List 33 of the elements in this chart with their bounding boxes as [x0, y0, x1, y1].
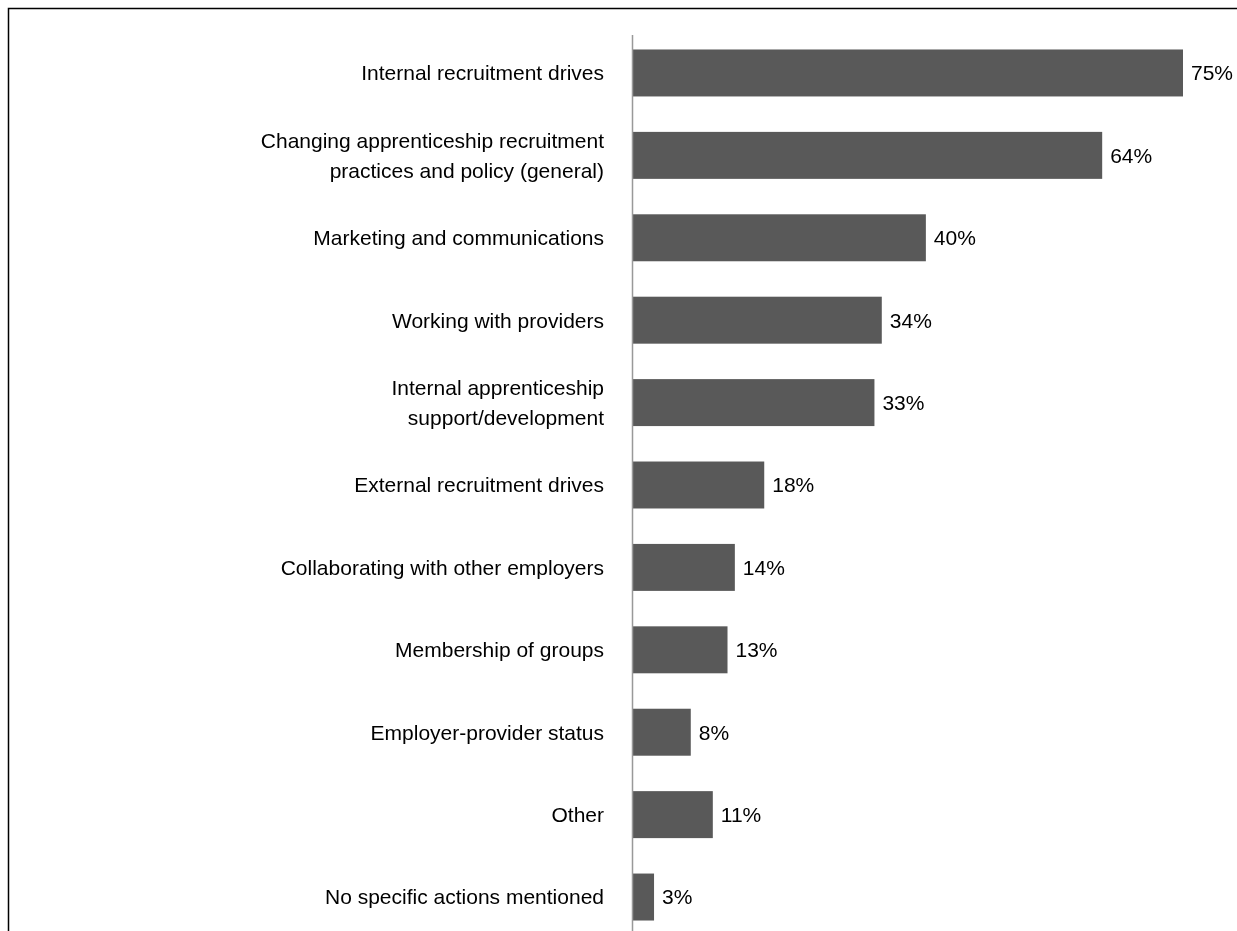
bar [632, 873, 655, 921]
data-label: 40% [933, 226, 976, 250]
y-tick-label: Changing apprenticeship recruitment practices and policy (general) [260, 128, 605, 182]
y-tick-label: Internal recruitment drives [361, 61, 604, 85]
y-tick-label: Membership of groups [395, 638, 604, 662]
data-label: 11% [720, 802, 762, 826]
y-tick-label: Marketing and communications [313, 226, 604, 250]
y-tick-label: Working with providers [391, 308, 604, 332]
bar [632, 131, 1103, 179]
data-label: 3% [662, 885, 693, 909]
bar [632, 296, 882, 344]
bar [632, 379, 875, 427]
bar [632, 461, 765, 509]
bar [632, 214, 926, 262]
data-label: 18% [772, 473, 815, 497]
data-label: 34% [889, 308, 932, 332]
y-tick-label: Other [551, 802, 604, 826]
y-tick-label: No specific actions mentioned [325, 885, 604, 909]
y-tick-label: Collaborating with other employers [280, 555, 604, 579]
data-label: 13% [735, 638, 778, 662]
bar [632, 543, 735, 591]
y-tick-label: External recruitment drives [354, 473, 604, 497]
y-tick-label: Internal apprenticeship support/development [391, 375, 605, 429]
data-label: 75% [1191, 61, 1234, 85]
y-tick-label: Employer-provider status [370, 720, 604, 744]
bar [632, 791, 713, 839]
bar [632, 708, 691, 756]
bar [632, 626, 728, 674]
data-label: 8% [698, 720, 730, 744]
bar [632, 49, 1183, 97]
data-label: 14% [742, 555, 785, 579]
data-label: 33% [882, 390, 925, 414]
data-label: 64% [1110, 143, 1153, 167]
